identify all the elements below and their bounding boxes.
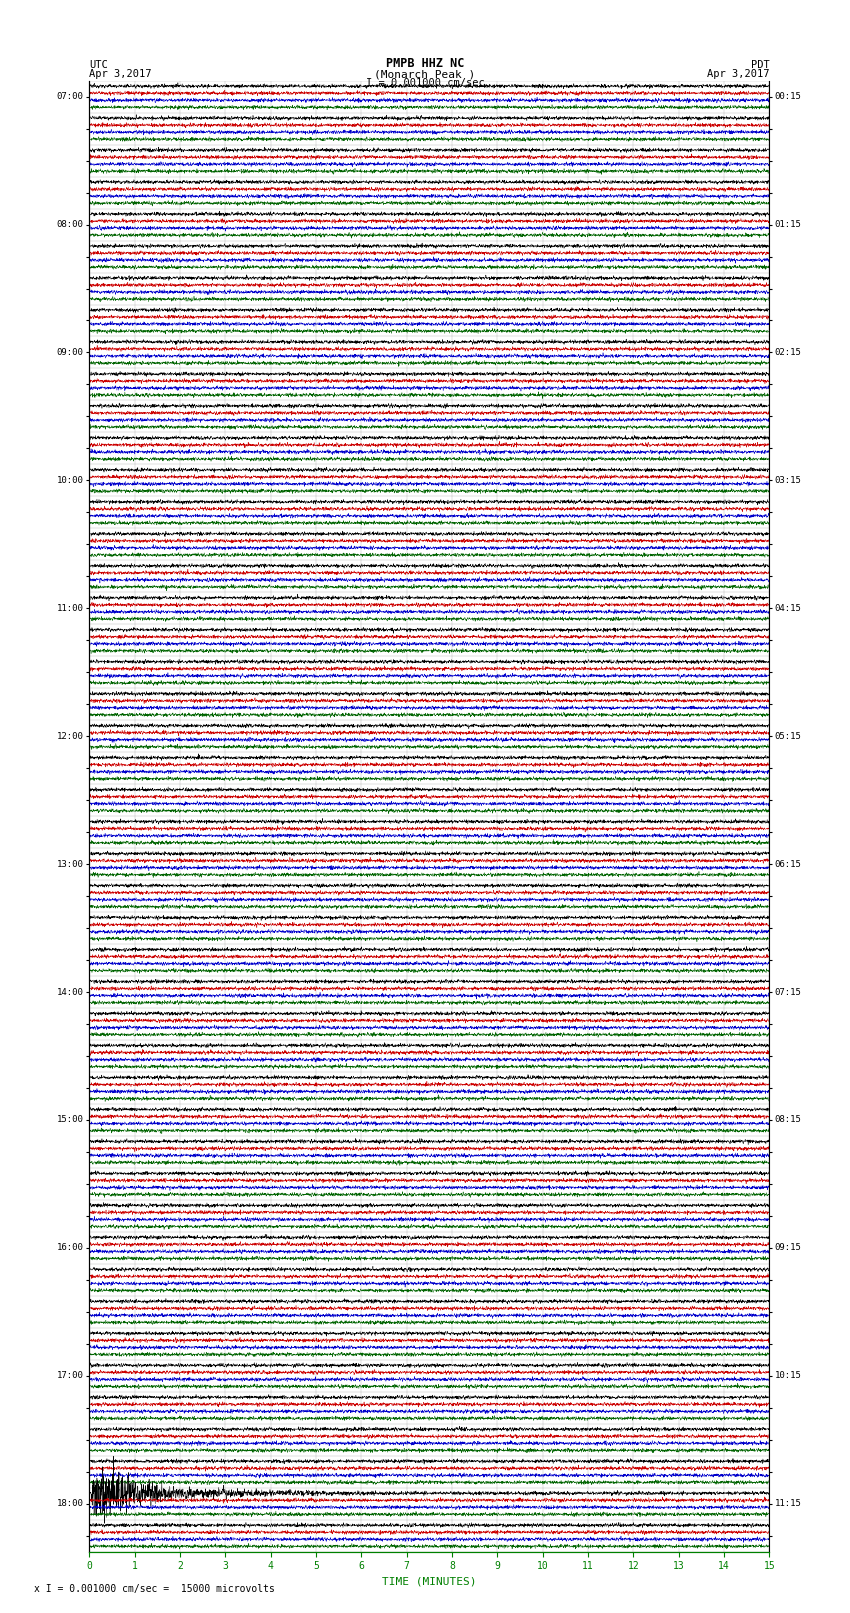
- X-axis label: TIME (MINUTES): TIME (MINUTES): [382, 1578, 477, 1587]
- Text: UTC: UTC: [89, 60, 108, 71]
- Text: I = 0.001000 cm/sec: I = 0.001000 cm/sec: [366, 77, 484, 87]
- Text: Apr 3,2017: Apr 3,2017: [706, 69, 769, 79]
- Text: Apr 3,2017: Apr 3,2017: [89, 69, 152, 79]
- Text: PDT: PDT: [751, 60, 769, 71]
- Text: x I = 0.001000 cm/sec =  15000 microvolts: x I = 0.001000 cm/sec = 15000 microvolts: [34, 1584, 275, 1594]
- Text: (Monarch Peak ): (Monarch Peak ): [374, 69, 476, 79]
- Text: PMPB HHZ NC: PMPB HHZ NC: [386, 56, 464, 71]
